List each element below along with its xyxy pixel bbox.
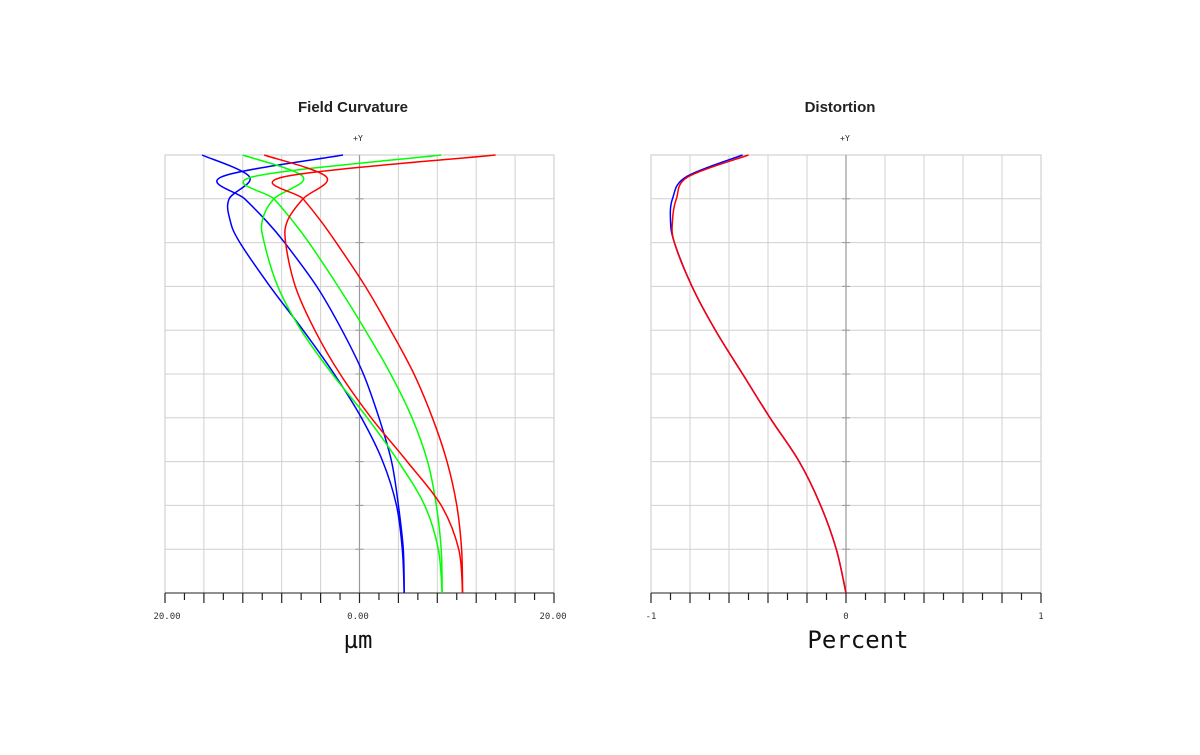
y-axis-label: +Y [353, 134, 363, 143]
gridlines [165, 155, 554, 593]
field-curvature-chart: Field Curvature +Y 20.00 0.00 20.00 µm [153, 99, 566, 654]
x-tick-label-right: 20.00 [539, 612, 566, 622]
x-tick-label-left: -1 [646, 612, 657, 622]
x-tick-label-right: 1 [1038, 612, 1043, 622]
x-axis-unit-label: µm [344, 626, 373, 654]
x-axis-unit-label: Percent [807, 626, 908, 654]
series-line [242, 154, 443, 594]
gridlines [651, 155, 1041, 593]
chart-title: Distortion [805, 99, 876, 116]
x-tick-label-center: 0.00 [347, 612, 369, 622]
series-group [669, 154, 847, 594]
chart-title: Field Curvature [298, 99, 408, 116]
x-tick-label-left: 20.00 [153, 612, 180, 622]
x-axis-ticks [164, 592, 555, 603]
series-line [271, 154, 496, 594]
series-line [671, 154, 847, 594]
series-line [216, 154, 405, 594]
x-tick-label-center: 0 [843, 612, 848, 622]
x-axis-ticks [650, 592, 1042, 603]
y-axis-label: +Y [840, 134, 850, 143]
distortion-chart: Distortion +Y -1 0 1 Percent [646, 99, 1044, 654]
series-line [201, 154, 405, 594]
series-group [201, 154, 496, 594]
